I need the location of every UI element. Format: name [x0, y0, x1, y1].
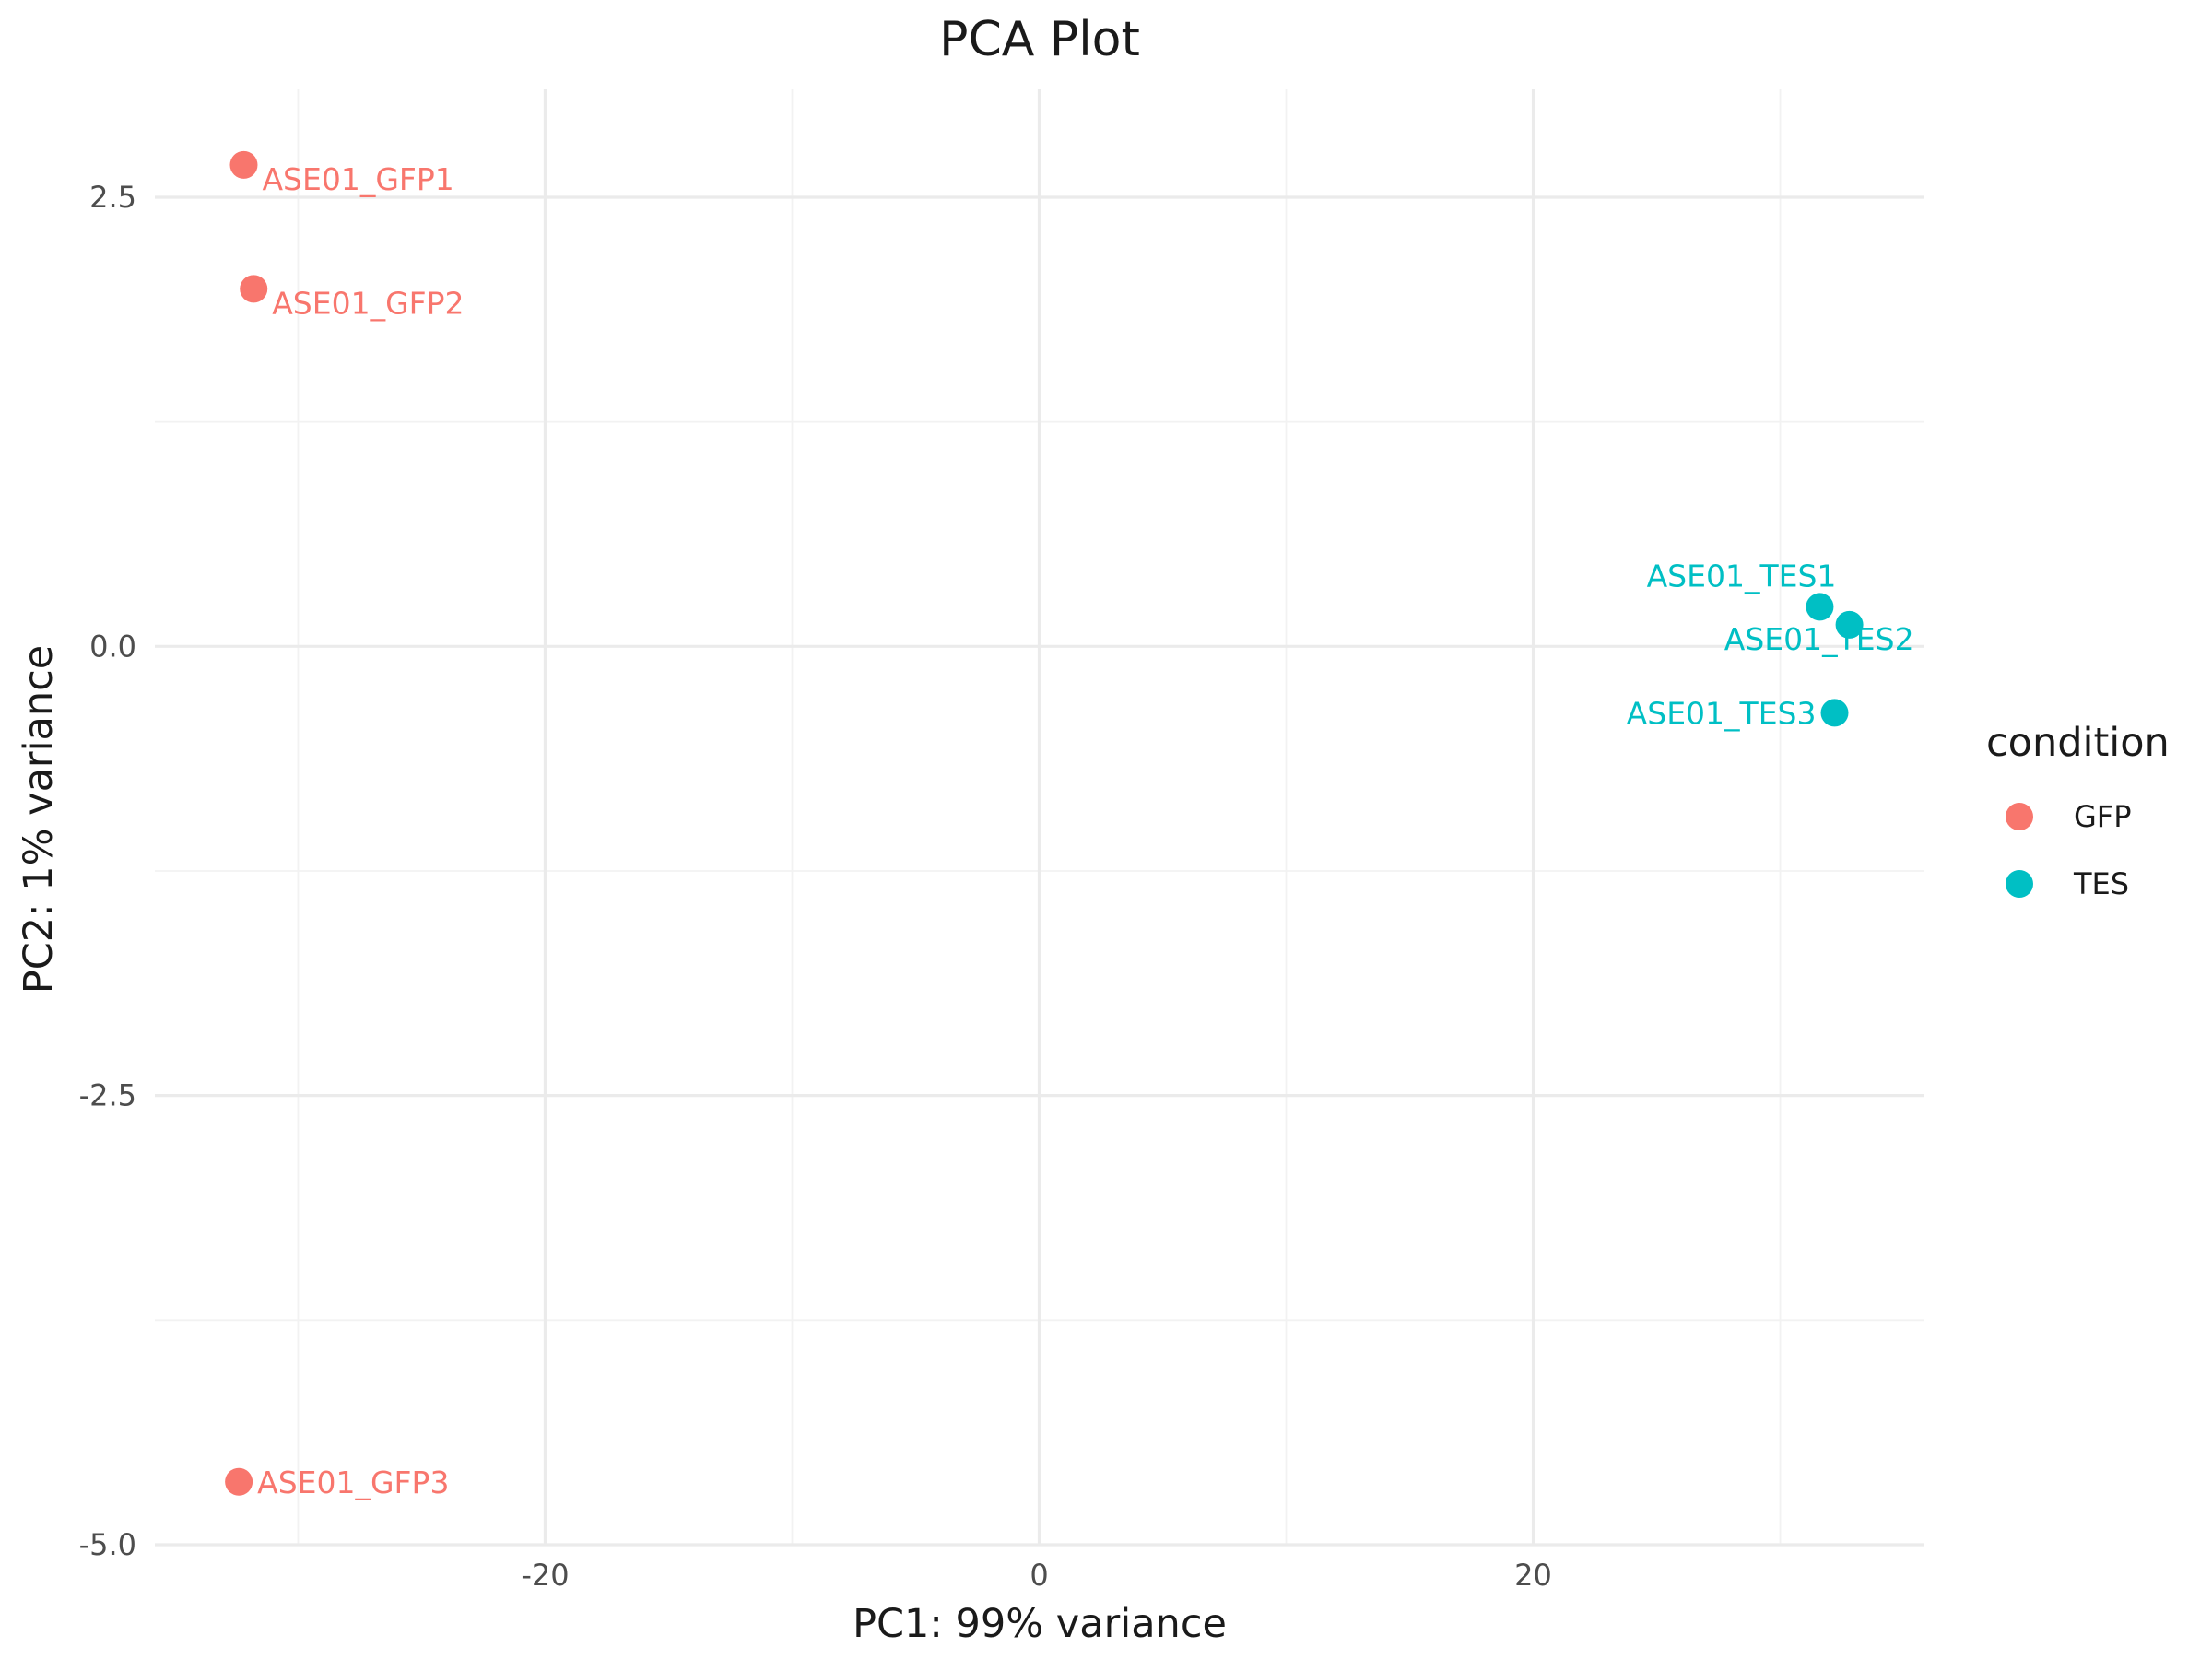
y-axis-title: PC2: 1% variance [16, 645, 62, 994]
data-point [240, 275, 268, 303]
legend: condition GFP TES [1986, 720, 2170, 901]
legend-title: condition [1986, 720, 2170, 766]
legend-label: GFP [2074, 799, 2132, 834]
y-tick-label: 0.0 [89, 629, 136, 664]
data-points [225, 150, 1864, 1496]
data-point [1835, 610, 1864, 639]
major-gridlines [155, 89, 1924, 1547]
legend-key [2006, 803, 2033, 830]
x-axis-tick-labels: -20 0 20 [521, 1558, 1552, 1593]
point-label: ASE01_GFP1 [262, 161, 453, 197]
legend-entries: GFP TES [2006, 799, 2132, 901]
y-tick-label: -2.5 [79, 1078, 136, 1113]
data-point [1806, 593, 1834, 621]
point-labels: ASE01_GFP1 ASE01_GFP2 ASE01_GFP3 ASE01_TES1… [257, 161, 1913, 1500]
point-label: ASE01_TES3 [1627, 695, 1817, 731]
y-axis-tick-labels: 2.5 0.0 -2.5 -5.0 [79, 180, 136, 1562]
x-tick-label: -20 [521, 1558, 569, 1593]
point-label: ASE01_TES2 [1724, 621, 1914, 657]
y-tick-label: -5.0 [79, 1527, 136, 1562]
y-tick-label: 2.5 [89, 180, 136, 215]
chart-title: PCA Plot [939, 12, 1140, 67]
legend-key [2006, 870, 2033, 898]
x-axis-title: PC1: 99% variance [853, 1601, 1227, 1647]
point-label: ASE01_GFP3 [257, 1465, 449, 1500]
point-label: ASE01_TES1 [1647, 558, 1837, 594]
data-point [225, 1467, 253, 1496]
data-point [229, 150, 258, 179]
x-tick-label: 0 [1030, 1558, 1048, 1593]
point-label: ASE01_GFP2 [272, 285, 464, 321]
x-tick-label: 20 [1514, 1558, 1552, 1593]
data-point [1820, 699, 1849, 727]
legend-label: TES [2073, 866, 2129, 901]
